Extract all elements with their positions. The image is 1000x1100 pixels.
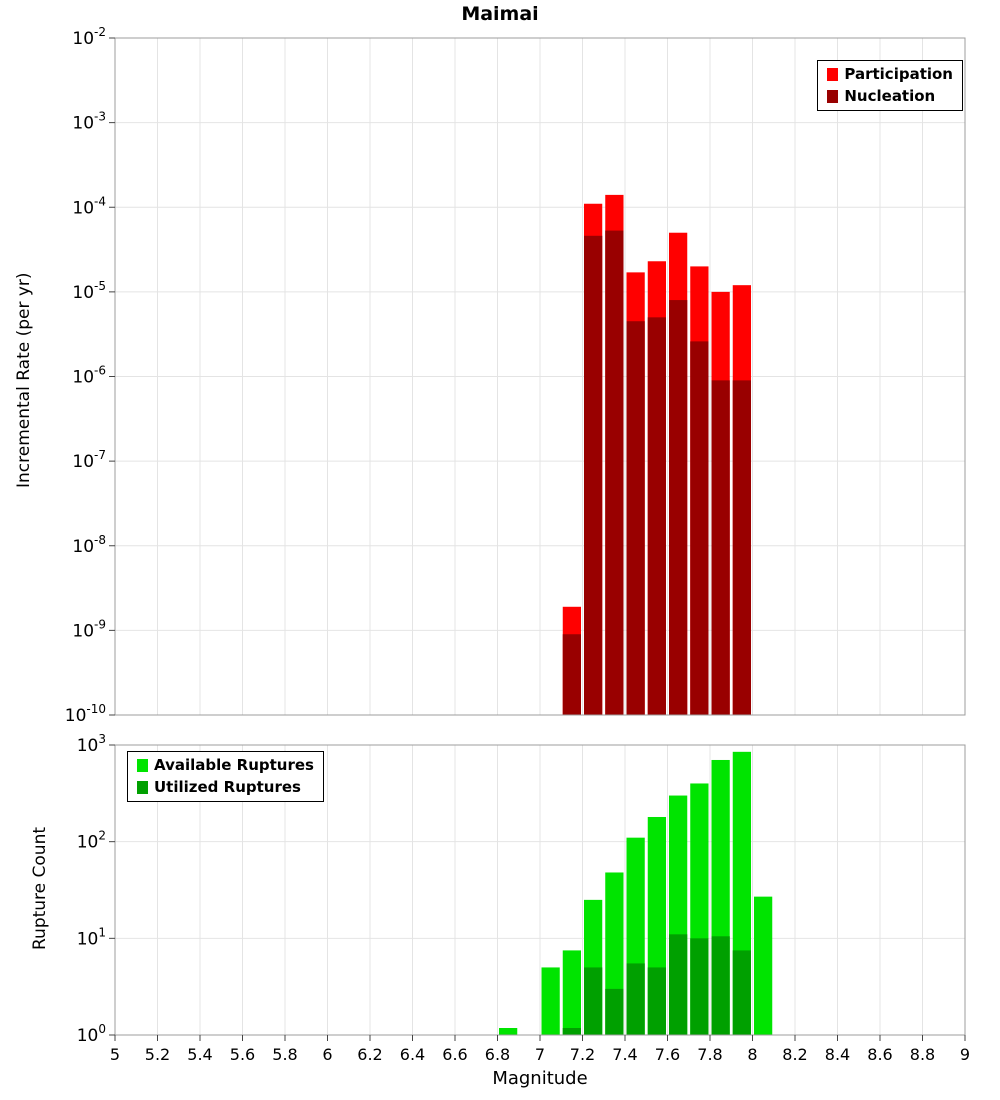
bar-utilized-ruptures bbox=[732, 950, 751, 1035]
x-axis-label: Magnitude bbox=[492, 1068, 588, 1089]
bar-available-ruptures bbox=[541, 967, 560, 1035]
x-tick-label: 5.4 bbox=[187, 1045, 212, 1064]
bar-utilized-ruptures bbox=[647, 967, 666, 1035]
x-tick-label: 8.2 bbox=[782, 1045, 807, 1064]
bottom-legend: Available Ruptures Utilized Ruptures bbox=[127, 751, 324, 802]
x-tick-label: 8.8 bbox=[910, 1045, 935, 1064]
x-tick-label: 8.6 bbox=[867, 1045, 892, 1064]
bar-nucleation bbox=[562, 634, 581, 715]
y-tick-label: 10-6 bbox=[72, 364, 106, 388]
x-tick-label: 7 bbox=[535, 1045, 545, 1064]
bar-utilized-ruptures bbox=[626, 963, 645, 1035]
y-tick-label: 103 bbox=[77, 732, 106, 756]
legend-item-utilized-ruptures: Utilized Ruptures bbox=[137, 780, 314, 795]
bar-available-ruptures bbox=[562, 950, 581, 1035]
x-tick-label: 5.8 bbox=[272, 1045, 297, 1064]
bar-utilized-ruptures bbox=[669, 934, 688, 1035]
legend-item-available-ruptures: Available Ruptures bbox=[137, 758, 314, 773]
bar-utilized-ruptures bbox=[690, 938, 709, 1035]
legend-label-nucleation: Nucleation bbox=[844, 87, 936, 105]
x-tick-label: 6.2 bbox=[357, 1045, 382, 1064]
bar-available-ruptures bbox=[499, 1028, 518, 1035]
bottom-y-axis-label: Rupture Count bbox=[30, 826, 50, 950]
x-tick-label: 6.8 bbox=[485, 1045, 510, 1064]
x-tick-label: 7.6 bbox=[655, 1045, 680, 1064]
utilized-ruptures-swatch bbox=[137, 781, 148, 794]
x-tick-label: 6 bbox=[322, 1045, 332, 1064]
bar-nucleation bbox=[605, 230, 624, 715]
y-tick-label: 10-7 bbox=[72, 448, 106, 472]
bar-utilized-ruptures bbox=[711, 936, 730, 1035]
y-tick-label: 10-9 bbox=[72, 617, 106, 641]
bar-nucleation bbox=[647, 317, 666, 715]
bar-nucleation bbox=[669, 300, 688, 715]
y-tick-label: 10-2 bbox=[72, 25, 106, 49]
bar-nucleation bbox=[732, 380, 751, 715]
legend-label-utilized-ruptures: Utilized Ruptures bbox=[154, 778, 301, 796]
y-tick-label: 100 bbox=[77, 1022, 106, 1046]
legend-label-available-ruptures: Available Ruptures bbox=[154, 756, 314, 774]
bar-utilized-ruptures bbox=[584, 967, 603, 1035]
participation-swatch bbox=[827, 68, 839, 81]
y-tick-label: 102 bbox=[77, 829, 106, 853]
x-tick-label: 5.6 bbox=[230, 1045, 255, 1064]
legend-label-participation: Participation bbox=[844, 65, 953, 83]
bar-utilized-ruptures bbox=[605, 988, 624, 1035]
bar-utilized-ruptures bbox=[562, 1028, 581, 1035]
x-tick-label: 7.4 bbox=[612, 1045, 637, 1064]
x-tick-label: 5.2 bbox=[145, 1045, 170, 1064]
y-tick-label: 10-10 bbox=[65, 702, 106, 726]
legend-item-participation: Participation bbox=[827, 67, 953, 82]
bar-nucleation bbox=[690, 341, 709, 715]
y-tick-label: 101 bbox=[77, 925, 106, 949]
legend-item-nucleation: Nucleation bbox=[827, 89, 953, 104]
y-tick-label: 10-4 bbox=[72, 194, 106, 218]
x-tick-label: 5 bbox=[110, 1045, 120, 1064]
x-tick-label: 6.4 bbox=[400, 1045, 425, 1064]
x-tick-label: 7.8 bbox=[697, 1045, 722, 1064]
chart-title: Maimai bbox=[461, 3, 539, 25]
y-tick-label: 10-8 bbox=[72, 533, 106, 557]
y-tick-label: 10-5 bbox=[72, 279, 106, 303]
y-tick-label: 10-3 bbox=[72, 110, 106, 134]
bar-available-ruptures bbox=[754, 896, 773, 1035]
x-tick-label: 6.6 bbox=[442, 1045, 467, 1064]
x-tick-label: 9 bbox=[960, 1045, 970, 1064]
nucleation-swatch bbox=[827, 90, 839, 103]
available-ruptures-swatch bbox=[137, 759, 148, 772]
bar-nucleation bbox=[626, 321, 645, 715]
x-tick-label: 8.4 bbox=[825, 1045, 850, 1064]
top-legend: Participation Nucleation bbox=[817, 60, 963, 111]
bar-nucleation bbox=[711, 380, 730, 715]
top-y-axis-label: Incremental Rate (per yr) bbox=[14, 272, 34, 488]
x-tick-label: 7.2 bbox=[570, 1045, 595, 1064]
x-tick-label: 8 bbox=[747, 1045, 757, 1064]
bar-nucleation bbox=[584, 235, 603, 715]
